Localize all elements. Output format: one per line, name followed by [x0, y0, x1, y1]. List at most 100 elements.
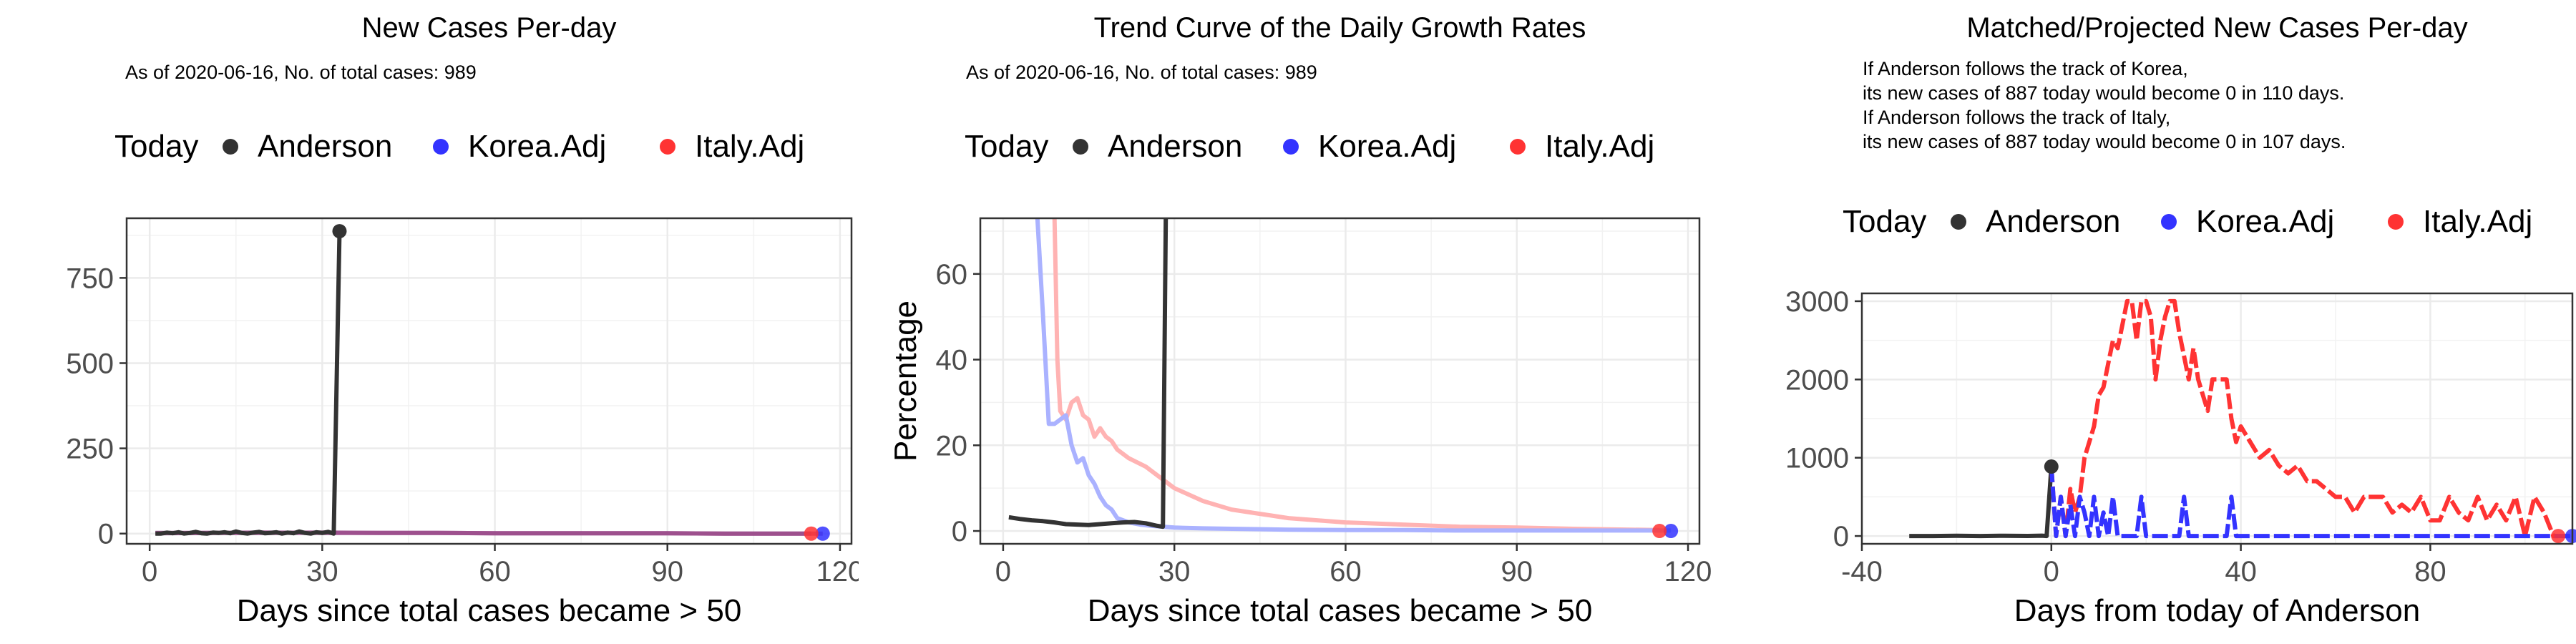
y-tick-label: 20 [936, 430, 968, 462]
x-tick-label: 30 [306, 556, 338, 587]
projected-cases-chart: Matched/Projected New Cases Per-day If An… [1785, 12, 2576, 628]
chart-subtitle: As of 2020-06-16, No. of total cases: 98… [125, 62, 477, 83]
plot-border [125, 217, 853, 545]
x-tick-label: 90 [1501, 556, 1533, 587]
x-tick-label: 80 [2414, 556, 2446, 587]
y-tick-label: 40 [936, 345, 968, 376]
series-group [1909, 298, 2572, 539]
legend-key-italy-adj [2388, 214, 2404, 230]
x-axis-title: Days since total cases became > 50 [237, 593, 742, 628]
chart-title: Trend Curve of the Daily Growth Rates [1094, 12, 1586, 44]
legend-label-korea-adj: Korea.Adj [1318, 129, 1456, 164]
legend-key-korea-adj [2161, 214, 2177, 230]
x-tick-label: 0 [2044, 556, 2059, 587]
chart-title: Matched/Projected New Cases Per-day [1966, 12, 2467, 44]
y-tick-label: 750 [66, 263, 114, 294]
annotation-line: its new cases of 887 today would become … [1863, 131, 2346, 152]
annotation-line: If Anderson follows the track of Korea, [1863, 58, 2188, 79]
plot-background [127, 218, 852, 544]
x-axis: 0 30 60 90 120 [995, 544, 1712, 587]
legend-key-anderson [223, 139, 238, 155]
y-tick-label: 500 [66, 348, 114, 379]
chart-title: New Cases Per-day [362, 12, 617, 44]
annotation-line: If Anderson follows the track of Italy, [1863, 107, 2170, 128]
chart-panel-new-cases: New Cases Per-day As of 2020-06-16, No. o… [0, 0, 859, 644]
series-line-italy-adj [1052, 218, 1660, 532]
chart-legend: Today Anderson Korea.Adj Italy.Adj [114, 129, 804, 164]
plot-border [1860, 292, 2574, 545]
x-axis-title: Days from today of Anderson [2014, 593, 2420, 628]
today-point-italy-adj [2551, 529, 2566, 544]
legend-label-italy-adj: Italy.Adj [2423, 204, 2532, 239]
y-axis-title: Percentage [888, 301, 923, 462]
today-point-korea-adj [2565, 529, 2576, 544]
y-tick-label: 250 [66, 434, 114, 465]
series-line-anderson [155, 231, 342, 536]
legend-label-italy-adj: Italy.Adj [695, 129, 804, 164]
today-points [332, 224, 830, 541]
chart-legend: Today Anderson Korea.Adj Italy.Adj [1843, 204, 2532, 239]
legend-title: Today [114, 129, 198, 164]
grid-lines [980, 218, 1699, 544]
legend-key-anderson [1073, 139, 1088, 155]
y-tick-label: 3000 [1785, 286, 1849, 318]
series-line-anderson [1909, 466, 2054, 539]
legend-label-anderson: Anderson [258, 129, 392, 164]
legend-label-anderson: Anderson [1986, 204, 2120, 239]
chart-subtitle: As of 2020-06-16, No. of total cases: 98… [966, 62, 1317, 83]
legend-title: Today [965, 129, 1048, 164]
today-points [2044, 459, 2576, 544]
x-tick-label: 60 [479, 556, 511, 587]
chart-panel-growth-rates: Trend Curve of the Daily Growth Rates As … [859, 0, 1717, 644]
x-tick-label: 120 [1664, 556, 1712, 587]
series-line-anderson [1008, 218, 1169, 530]
y-tick-label: 2000 [1785, 364, 1849, 396]
new-cases-chart: New Cases Per-day As of 2020-06-16, No. o… [66, 12, 859, 628]
today-point-italy-adj [804, 526, 819, 541]
x-axis-title: Days since total cases became > 50 [1088, 593, 1593, 628]
x-tick-label: 0 [995, 556, 1011, 587]
x-axis: 0 30 60 90 120 [142, 544, 859, 587]
legend-title: Today [1843, 204, 1926, 239]
legend-key-italy-adj [660, 139, 675, 155]
today-point-korea-adj [1664, 524, 1679, 539]
legend-label-korea-adj: Korea.Adj [468, 129, 606, 164]
x-tick-label: 0 [142, 556, 157, 587]
series-group [155, 231, 823, 536]
y-axis: 0 250 500 750 [66, 263, 127, 550]
y-axis: 0 20 40 60 [936, 259, 980, 547]
chart-legend: Today Anderson Korea.Adj Italy.Adj [965, 129, 1654, 164]
x-tick-label: -40 [1841, 556, 1883, 587]
x-tick-label: 40 [2225, 556, 2257, 587]
legend-label-italy-adj: Italy.Adj [1545, 129, 1654, 164]
series-group [1008, 218, 1672, 533]
y-tick-label: 60 [936, 259, 968, 291]
x-tick-label: 120 [816, 556, 859, 587]
legend-key-korea-adj [1283, 139, 1299, 155]
today-point-korea-adj [815, 526, 830, 541]
today-point-anderson [332, 224, 347, 239]
chart-panel-projected: Matched/Projected New Cases Per-day If An… [1717, 0, 2576, 644]
y-tick-label: 0 [1833, 521, 1849, 552]
today-point-anderson [2044, 459, 2059, 474]
x-tick-label: 90 [651, 556, 683, 587]
y-tick-label: 0 [98, 519, 114, 550]
plot-background [980, 218, 1699, 544]
x-tick-label: 30 [1158, 556, 1191, 587]
series-line-korea-adj [2049, 466, 2572, 539]
plot-border [979, 217, 1701, 545]
annotation-line: its new cases of 887 today would become … [1863, 82, 2344, 104]
legend-key-korea-adj [433, 139, 449, 155]
x-tick-label: 60 [1330, 556, 1362, 587]
today-point-italy-adj [1652, 524, 1667, 539]
y-axis: 0 1000 2000 3000 [1785, 286, 1862, 552]
legend-label-anderson: Anderson [1108, 129, 1242, 164]
legend-label-korea-adj: Korea.Adj [2196, 204, 2334, 239]
series-line-italy-adj [2049, 298, 2559, 539]
y-tick-label: 0 [952, 516, 967, 547]
legend-key-italy-adj [1510, 139, 1526, 155]
y-tick-label: 1000 [1785, 443, 1849, 474]
legend-key-anderson [1951, 214, 1966, 230]
growth-rates-chart: Trend Curve of the Daily Growth Rates As … [888, 12, 1712, 628]
today-points [1652, 524, 1679, 539]
